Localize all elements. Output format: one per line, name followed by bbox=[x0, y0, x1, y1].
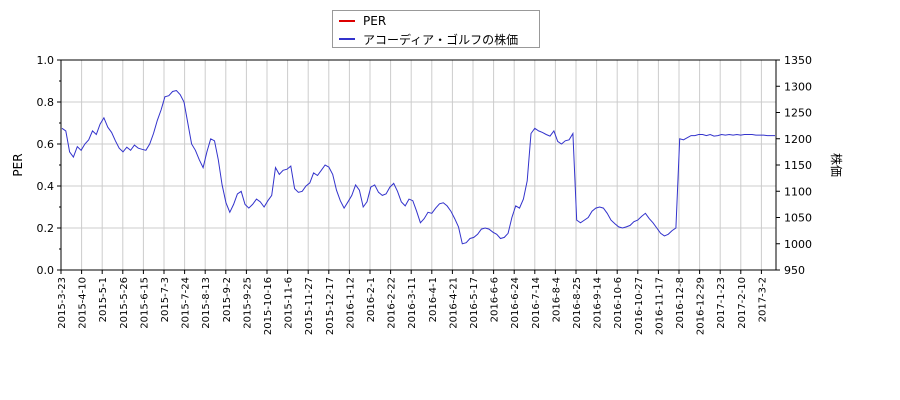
x-tick-label: 2015-11-27 bbox=[304, 277, 315, 335]
y-axis-label-left: PER bbox=[11, 153, 25, 176]
x-tick-label: 2016-10-6 bbox=[613, 277, 624, 329]
x-tick-label: 2016-4-21 bbox=[448, 277, 459, 329]
x-tick-label: 2016-11-17 bbox=[654, 277, 665, 335]
x-tick-label: 2015-8-13 bbox=[201, 277, 212, 329]
x-tick-label: 2016-4-1 bbox=[428, 277, 439, 322]
x-tick-label: 2017-2-10 bbox=[737, 277, 748, 329]
x-tick-label: 2016-2-22 bbox=[387, 277, 398, 329]
y-tick-label-left: 0.2 bbox=[37, 222, 55, 235]
x-tick-label: 2016-12-29 bbox=[696, 277, 707, 335]
legend-swatch-price bbox=[339, 38, 355, 40]
y-tick-label-right: 1150 bbox=[784, 159, 812, 172]
x-tick-label: 2015-5-26 bbox=[119, 277, 130, 329]
x-tick-label: 2017-3-2 bbox=[757, 277, 768, 322]
y-tick-label-right: 1300 bbox=[784, 80, 812, 93]
x-tick-label: 2016-8-25 bbox=[572, 277, 583, 329]
x-tick-label: 2017-1-23 bbox=[716, 277, 727, 329]
x-tick-label: 2016-7-14 bbox=[531, 277, 542, 329]
x-tick-label: 2015-3-23 bbox=[57, 277, 68, 329]
legend-item-per: PER bbox=[339, 13, 386, 29]
x-tick-label: 2015-5-1 bbox=[98, 277, 109, 322]
y-tick-label-left: 0.4 bbox=[37, 180, 55, 193]
y-tick-label-left: 1.0 bbox=[37, 54, 55, 67]
y-tick-label-left: 0.0 bbox=[37, 264, 55, 277]
grid bbox=[60, 59, 776, 271]
x-tick-label: 2015-7-24 bbox=[181, 277, 192, 329]
legend: PER アコーディア・ゴルフの株価 bbox=[332, 10, 540, 48]
y-tick-label-right: 950 bbox=[784, 264, 805, 277]
x-tick-label: 2015-4-10 bbox=[78, 277, 89, 329]
y-tick-label-right: 1050 bbox=[784, 212, 812, 225]
axes: 0.0 0.2 0.4 0.6 0.8 1.0 950 1000 1050 1100 1150 120… bbox=[37, 54, 813, 335]
x-tick-label: 2016-8-4 bbox=[551, 277, 562, 322]
x-tick-label: 2015-10-16 bbox=[263, 277, 274, 335]
x-tick-label: 2016-2-1 bbox=[366, 277, 377, 322]
series-line-price bbox=[61, 89, 775, 245]
legend-label-per: PER bbox=[363, 14, 387, 28]
x-tick-label: 2015-9-25 bbox=[242, 277, 253, 329]
legend-item-price: アコーディア・ゴルフの株価 bbox=[339, 31, 518, 47]
y-tick-label-right: 1350 bbox=[784, 54, 812, 67]
x-tick-label: 2016-5-17 bbox=[469, 277, 480, 329]
x-tick-label: 2016-12-8 bbox=[675, 277, 686, 329]
x-tick-label: 2015-7-3 bbox=[160, 277, 171, 322]
legend-label-price: アコーディア・ゴルフの株価 bbox=[363, 32, 519, 47]
x-tick-label: 2016-10-27 bbox=[634, 277, 645, 335]
plot-area bbox=[60, 59, 777, 271]
x-tick-label: 2015-9-2 bbox=[222, 277, 233, 322]
y-tick-label-left: 0.6 bbox=[37, 138, 55, 151]
y-tick-label-right: 1100 bbox=[784, 185, 812, 198]
series bbox=[61, 89, 775, 245]
x-tick-label: 2015-12-17 bbox=[325, 277, 336, 335]
y-tick-label-right: 1000 bbox=[784, 238, 812, 251]
y-tick-label-right: 1200 bbox=[784, 133, 812, 146]
x-tick-label: 2016-3-11 bbox=[407, 277, 418, 329]
x-tick-label: 2015-11-6 bbox=[284, 277, 295, 329]
x-tick-label: 2016-9-14 bbox=[593, 277, 604, 329]
x-tick-label: 2015-6-15 bbox=[139, 277, 150, 329]
x-tick-label: 2016-6-6 bbox=[490, 277, 501, 322]
y-axis-label-right: 株価 bbox=[829, 153, 844, 177]
legend-swatch-per bbox=[339, 20, 355, 22]
y-tick-label-right: 1250 bbox=[784, 107, 812, 120]
x-tick-label: 2016-6-24 bbox=[510, 277, 521, 329]
y-tick-label-left: 0.8 bbox=[37, 96, 55, 109]
x-tick-label: 2016-1-12 bbox=[345, 277, 356, 329]
